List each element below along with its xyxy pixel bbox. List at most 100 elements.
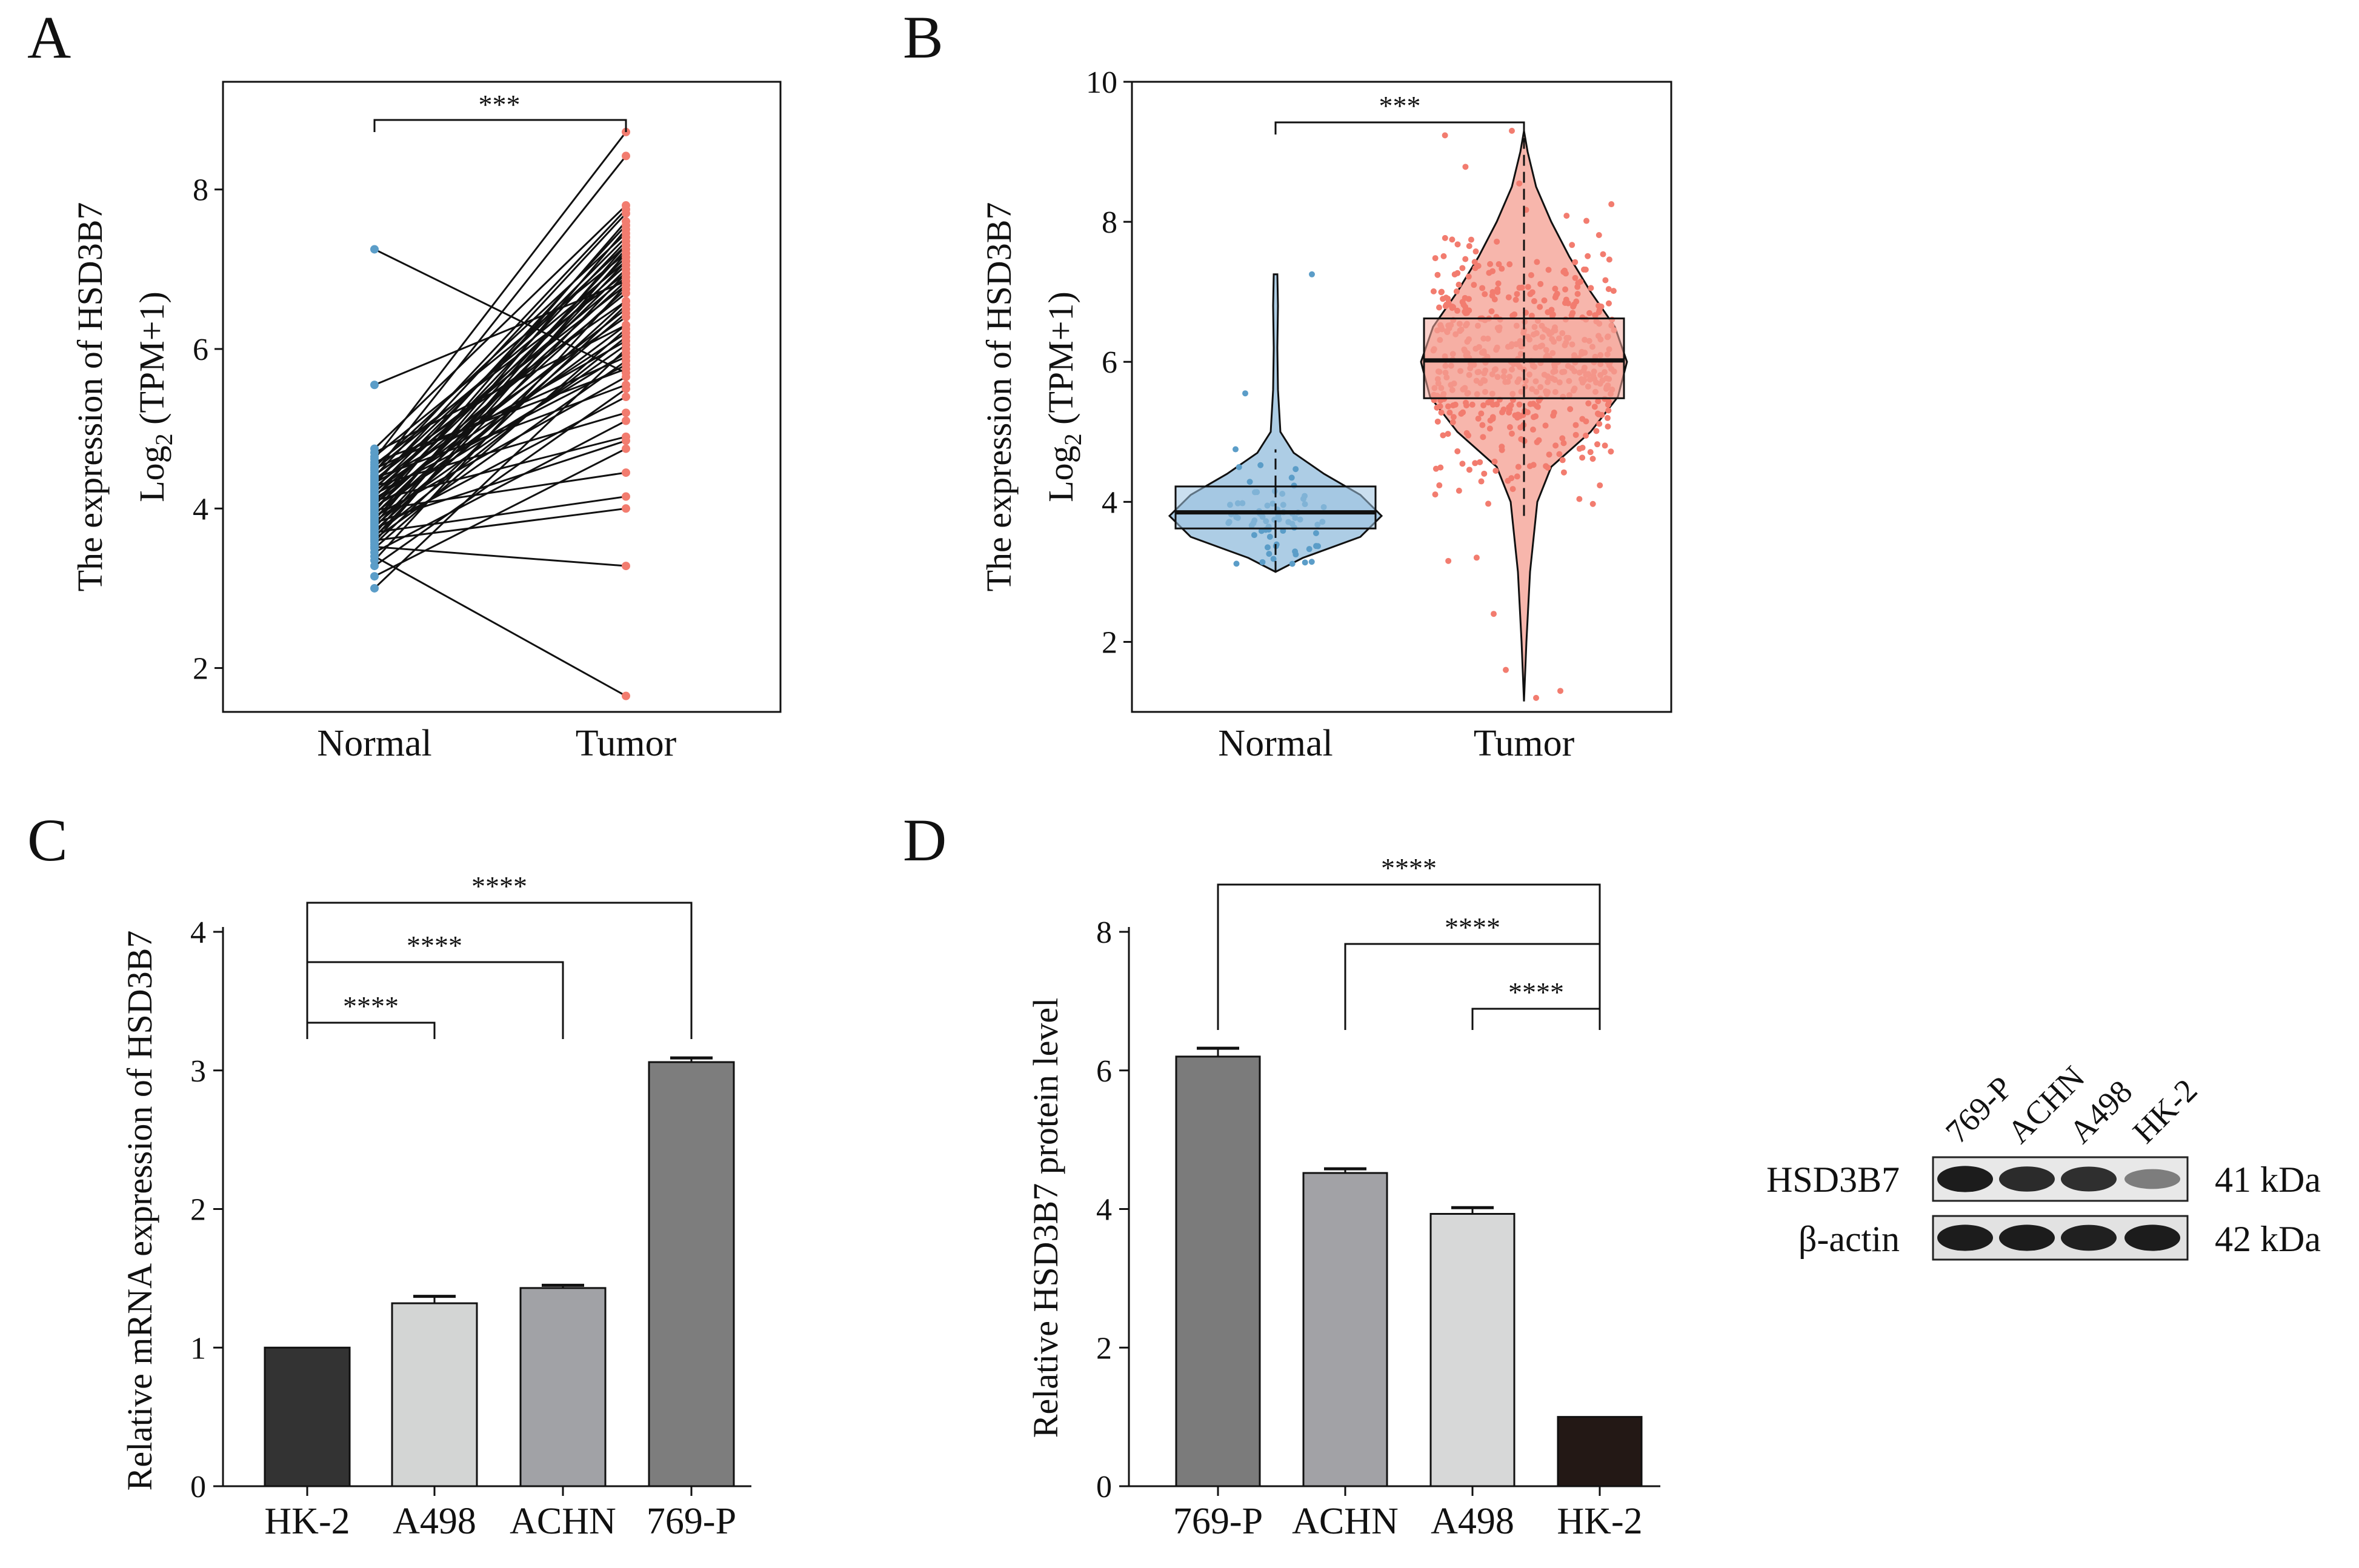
jitter-point <box>1585 400 1592 407</box>
jitter-point <box>1597 482 1603 489</box>
jitter-point <box>1514 473 1520 480</box>
jitter-point <box>1545 464 1551 471</box>
pair-line <box>373 253 627 543</box>
outlier-point <box>1491 611 1497 617</box>
jitter-point <box>1432 491 1439 498</box>
panel-b-y-tick-label: 2 <box>1102 625 1117 660</box>
panel-b-y-label-line1: The expression of HSD3B7 <box>979 202 1019 592</box>
jitter-point <box>1494 238 1500 245</box>
tumor-point <box>622 281 630 290</box>
jitter-point <box>1572 274 1579 281</box>
jitter-point <box>1440 432 1446 439</box>
jitter-point <box>1519 284 1525 291</box>
jitter-point <box>1595 309 1602 316</box>
jitter-point <box>1439 288 1445 295</box>
pair-line <box>374 312 627 527</box>
jitter-point <box>1580 266 1587 273</box>
pair-line <box>373 261 627 528</box>
jitter-point <box>1313 530 1319 537</box>
jitter-point <box>1469 401 1476 408</box>
panel-label-c: C <box>27 806 68 874</box>
tumor-point <box>622 562 630 571</box>
bar-hk-2 <box>1557 1416 1643 1487</box>
jitter-point <box>1596 420 1603 427</box>
y-tick-label: 6 <box>1096 1054 1112 1089</box>
jitter-point <box>1302 559 1308 566</box>
jitter-point <box>1605 402 1611 408</box>
jitter-point <box>1527 291 1534 297</box>
bar-achn <box>1302 1172 1388 1487</box>
jitter-point <box>1314 543 1321 550</box>
jitter-point <box>1246 479 1253 485</box>
panel-b-y-label-line2: Log2 (TPM+1) <box>1041 291 1086 502</box>
jitter-point <box>1443 294 1449 301</box>
significance-label: **** <box>1445 912 1500 943</box>
jitter-point <box>1257 462 1264 468</box>
jitter-point <box>1559 435 1566 442</box>
jitter-point <box>1479 285 1486 291</box>
panel-c-significance: **** **** **** <box>306 871 693 1039</box>
jitter-point <box>1273 541 1280 548</box>
jitter-point <box>1506 424 1513 430</box>
jitter-point <box>1569 310 1576 316</box>
jitter-point <box>1259 559 1266 565</box>
jitter-point <box>1482 291 1488 297</box>
jitter-point <box>1442 303 1449 310</box>
jitter-point <box>1574 284 1581 290</box>
outlier-point <box>1309 271 1315 277</box>
jitter-point <box>1454 270 1461 276</box>
jitter-point <box>1574 291 1581 297</box>
tumor-point <box>622 384 630 393</box>
jitter-point <box>1554 290 1560 297</box>
tumor-point <box>622 416 630 425</box>
panel-b-violin-box-plot: 2 4 6 8 10 *** Normal Tumor The expression o… <box>979 65 1672 764</box>
jitter-point <box>1472 460 1479 467</box>
jitter-point <box>1508 430 1515 437</box>
pair-line <box>374 496 627 534</box>
pair-line <box>374 448 627 577</box>
jitter-point <box>1462 164 1469 170</box>
panel-b-y-label-log: Log <box>1041 445 1080 502</box>
wb-lane-label: 769-P <box>1938 1069 2020 1151</box>
pair-line <box>374 545 627 567</box>
jitter-point <box>1595 232 1602 239</box>
significance-bracket <box>1471 1008 1601 1030</box>
jitter-point <box>1233 560 1240 567</box>
jitter-point <box>1602 442 1608 449</box>
jitter-point <box>1450 304 1457 310</box>
jitter-point <box>1293 466 1299 473</box>
jitter-point <box>1526 463 1533 470</box>
jitter-point <box>1430 288 1437 294</box>
jitter-point <box>1506 261 1513 268</box>
jitter-point <box>1478 478 1485 485</box>
jitter-point <box>1583 218 1590 224</box>
jitter-point <box>1577 278 1584 285</box>
jitter-point <box>1480 402 1487 408</box>
significance-bracket <box>306 902 693 1039</box>
jitter-point <box>1471 259 1478 265</box>
jitter-point <box>1600 251 1606 257</box>
panel-a-frame <box>222 81 782 713</box>
jitter-point <box>1463 399 1469 406</box>
wb-row-label-hsd3b7: HSD3B7 <box>1766 1160 1900 1200</box>
jitter-point <box>1525 284 1531 290</box>
wb-band <box>1999 1166 2055 1192</box>
jitter-point <box>1266 551 1273 557</box>
jitter-point <box>1491 296 1498 303</box>
pair-line <box>373 131 627 460</box>
jitter-point <box>1494 286 1501 293</box>
normal-point <box>370 572 379 581</box>
jitter-point <box>1434 418 1441 425</box>
jitter-point <box>1459 299 1466 305</box>
jitter-point <box>1532 413 1539 420</box>
pair-line <box>374 252 627 457</box>
panel-b-x-label-tumor: Tumor <box>1474 723 1575 764</box>
significance-label: **** <box>343 991 399 1022</box>
panel-b-frame <box>1131 81 1672 713</box>
jitter-point <box>1488 308 1495 314</box>
panel-b-boxes <box>1174 130 1625 572</box>
wb-band <box>2061 1224 2117 1251</box>
jitter-point <box>1545 309 1551 316</box>
pair-line <box>373 155 627 473</box>
